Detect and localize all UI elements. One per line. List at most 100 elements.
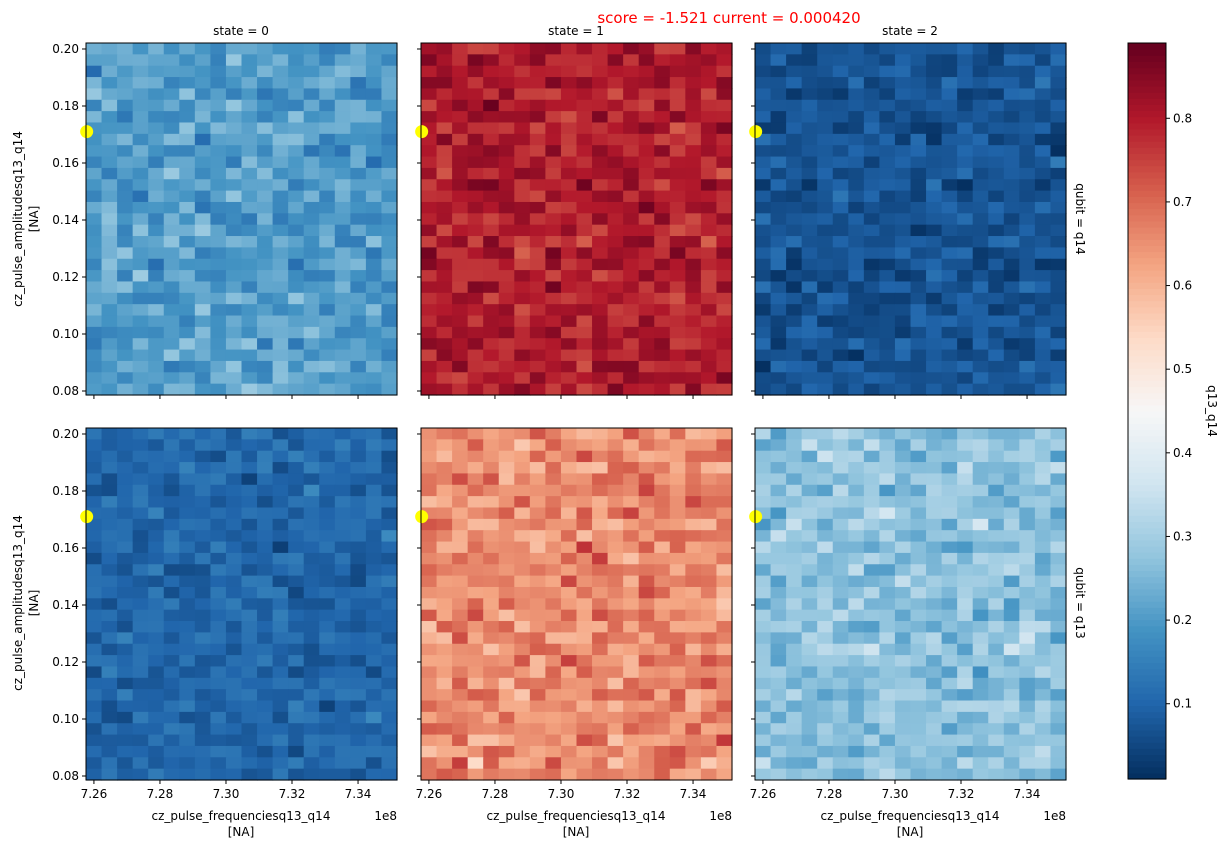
heatmap-cell (669, 745, 686, 758)
heatmap-cell (638, 598, 655, 611)
heatmap-cell (365, 632, 383, 645)
heatmap-cell (303, 723, 320, 736)
heatmap-cell (163, 179, 180, 192)
heatmap-cell (988, 462, 1005, 475)
heatmap-cell (786, 745, 803, 758)
heatmap-cell (365, 281, 383, 294)
heatmap-cell (350, 439, 367, 452)
heatmap-cell (894, 270, 912, 283)
heatmap-cell (1003, 156, 1020, 169)
heatmap-cell (241, 65, 258, 78)
heatmap-cell (607, 428, 624, 440)
heatmap-cell (514, 360, 531, 373)
heatmap-cell (210, 224, 227, 237)
heatmap-cell (381, 77, 398, 90)
heatmap-cell (1019, 179, 1036, 192)
heatmap-cell (545, 586, 562, 599)
heatmap-cell (288, 383, 305, 396)
heatmap-cell (545, 54, 562, 67)
heatmap-cell (101, 586, 118, 599)
heatmap-cell (225, 224, 243, 237)
heatmap-cell (786, 190, 803, 203)
heatmap-cell (257, 304, 274, 317)
heatmap-cell (163, 643, 180, 656)
heatmap-cell (529, 632, 546, 645)
heatmap-cell (1034, 122, 1052, 135)
heatmap-cell (801, 122, 818, 135)
heatmap-cell (988, 711, 1005, 724)
heatmap-cell (654, 518, 671, 531)
heatmap-cell (350, 292, 367, 305)
heatmap-cell (421, 689, 438, 702)
heatmap-cell (1003, 757, 1020, 770)
heatmap-cell (638, 224, 655, 237)
heatmap-cell (801, 541, 818, 554)
heatmap-cell (1034, 224, 1052, 237)
heatmap-cell (623, 552, 640, 565)
heatmap-cell (863, 575, 880, 588)
heatmap-cell (716, 304, 733, 317)
heatmap-cell (319, 54, 336, 67)
heatmap-cell (879, 326, 896, 339)
heatmap-cell (288, 541, 305, 554)
heatmap-cell (194, 99, 211, 112)
heatmap-cell (545, 768, 562, 781)
heatmap-cell (514, 247, 531, 260)
heatmap-cell (545, 552, 562, 565)
heatmap-cell (117, 315, 134, 328)
colorbar-segment (1128, 263, 1166, 271)
heatmap-cell (863, 133, 880, 146)
heatmap-cell (576, 462, 593, 475)
heatmap-cell (498, 43, 515, 55)
heatmap-cell (1034, 723, 1052, 736)
heatmap-cell (957, 723, 974, 736)
heatmap-cell (210, 677, 227, 690)
heatmap-cell (117, 643, 134, 656)
heatmap-cell (957, 247, 974, 260)
heatmap-cell (421, 179, 438, 192)
heatmap-cell (350, 530, 367, 543)
heatmap-cell (770, 723, 787, 736)
heatmap-cell (972, 145, 989, 158)
colorbar-segment (1128, 177, 1166, 185)
panel-frame (754, 427, 1067, 781)
y-tick-label: 0.16 (52, 541, 79, 555)
colorbar-segment (1128, 67, 1166, 75)
heatmap-cell (86, 167, 103, 180)
heatmap-cell (194, 745, 211, 758)
heatmap-cell (163, 360, 180, 373)
heatmap-cell (483, 655, 500, 668)
heatmap-cell (685, 518, 702, 531)
heatmap-cell (194, 575, 211, 588)
heatmap-cell (592, 632, 609, 645)
heatmap-cell (972, 99, 989, 112)
heatmap-cell (1003, 372, 1020, 385)
heatmap-cell (483, 65, 500, 78)
heatmap-cell (514, 530, 531, 543)
heatmap-cell (654, 632, 671, 645)
heatmap-cell (801, 757, 818, 770)
heatmap-cell (257, 326, 274, 339)
heatmap-cell (241, 43, 258, 55)
heatmap-cell (1034, 270, 1052, 283)
heatmap-cell (272, 77, 289, 90)
heatmap-cell (272, 768, 289, 781)
heatmap-cell (817, 247, 834, 260)
heatmap-cell (770, 99, 787, 112)
heatmap-cell (817, 439, 834, 452)
heatmap-cell (607, 338, 624, 351)
heatmap-cell (894, 621, 912, 633)
heatmap-cell (576, 270, 593, 283)
heatmap-cell (483, 757, 500, 770)
heatmap-cell (560, 666, 578, 679)
heatmap-cell (926, 111, 943, 124)
heatmap-cell (786, 757, 803, 770)
heatmap-cell (910, 745, 927, 758)
heatmap-cell (334, 496, 351, 509)
colorbar-segment (1128, 257, 1166, 265)
heatmap-cell (381, 292, 398, 305)
heatmap-cell (483, 745, 500, 758)
heatmap-cell (179, 247, 196, 260)
heatmap-cell (623, 360, 640, 373)
heatmap-cell (957, 609, 974, 622)
